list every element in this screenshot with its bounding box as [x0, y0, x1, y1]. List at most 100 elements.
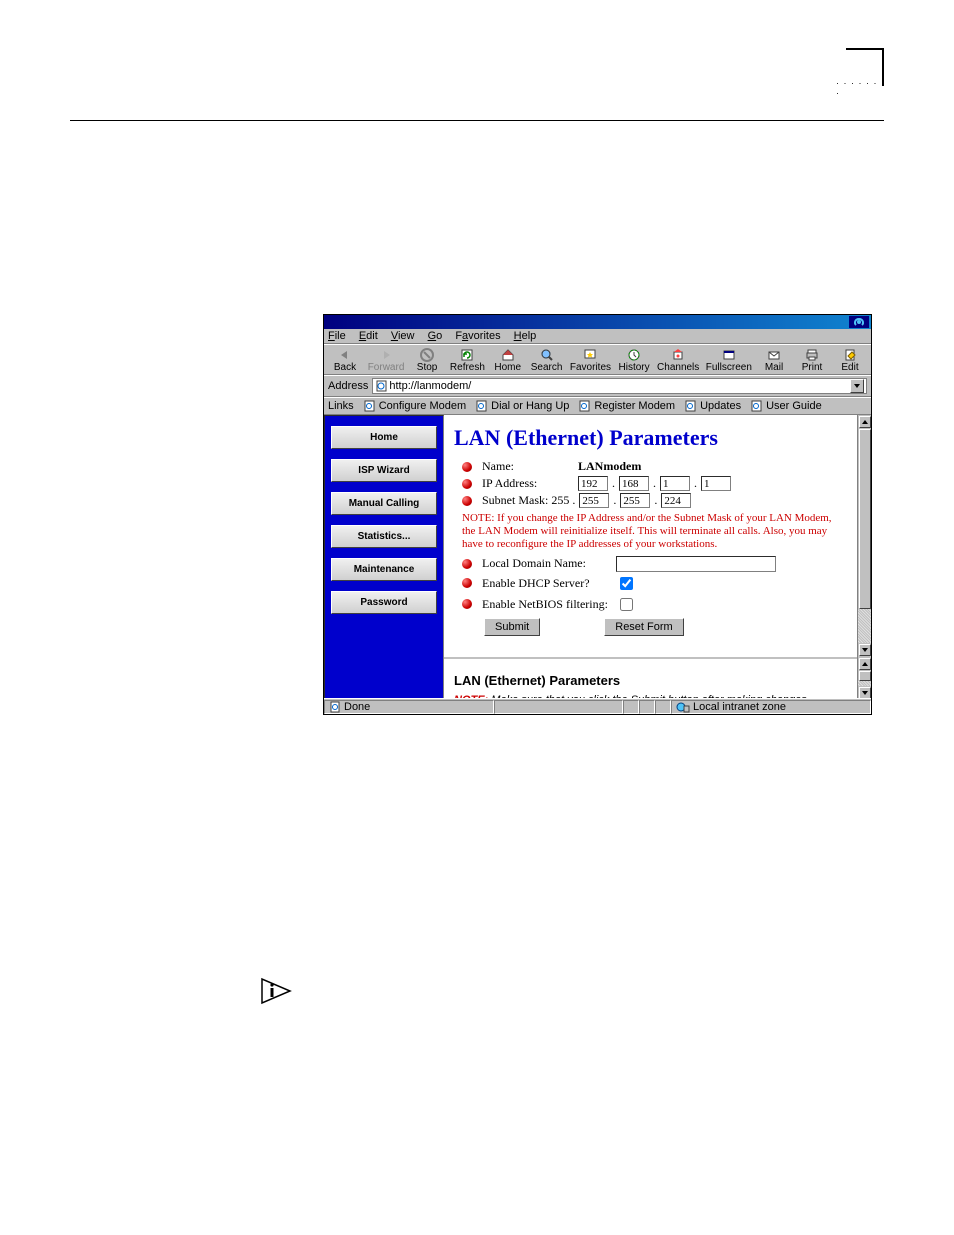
- refresh-icon: [458, 348, 476, 362]
- address-bar: Address http://lanmodem/: [324, 375, 871, 397]
- toolbar-label: Refresh: [450, 362, 485, 373]
- link-dial-hangup[interactable]: Dial or Hang Up: [476, 400, 569, 412]
- link-icon: [751, 400, 763, 412]
- address-combo[interactable]: http://lanmodem/: [372, 378, 867, 394]
- sidebar-item-statistics[interactable]: Statistics...: [331, 525, 437, 548]
- stop-icon: [418, 348, 436, 362]
- link-register-modem[interactable]: Register Modem: [579, 400, 675, 412]
- search-icon: [538, 348, 556, 362]
- menu-file[interactable]: File: [328, 330, 346, 342]
- form-pane: LAN (Ethernet) Parameters Name: LANmodem…: [444, 415, 857, 650]
- subnet-octet-4[interactable]: [661, 493, 691, 508]
- toolbar-label: Back: [334, 362, 356, 373]
- scroll-down-icon[interactable]: [859, 644, 871, 656]
- toolbar-label: Fullscreen: [706, 362, 752, 373]
- domain-label: Local Domain Name:: [482, 556, 612, 571]
- netbios-checkbox[interactable]: [620, 598, 633, 611]
- sidebar-item-isp-wizard[interactable]: ISP Wizard: [331, 459, 437, 482]
- refresh-button[interactable]: Refresh: [446, 346, 489, 374]
- ie-logo-icon: [849, 316, 869, 328]
- scroll-up-icon[interactable]: [859, 416, 871, 428]
- zone-icon: [676, 701, 690, 713]
- history-button[interactable]: History: [614, 346, 653, 374]
- bullet-icon: [462, 559, 472, 569]
- name-label: Name:: [482, 459, 574, 474]
- menubar: File Edit View Go Favorites Help: [324, 329, 871, 344]
- toolbar-label: Forward: [368, 362, 405, 373]
- toolbar-label: Search: [531, 362, 563, 373]
- dhcp-checkbox[interactable]: [620, 577, 633, 590]
- domain-input[interactable]: [616, 556, 776, 572]
- sidebar-item-password[interactable]: Password: [331, 591, 437, 614]
- back-button[interactable]: Back: [326, 346, 364, 374]
- home-button[interactable]: Home: [489, 346, 527, 374]
- forward-button[interactable]: Forward: [364, 346, 408, 374]
- channels-icon: [669, 348, 687, 362]
- bullet-icon: [462, 578, 472, 588]
- dhcp-label: Enable DHCP Server?: [482, 576, 612, 591]
- home-icon: [499, 348, 517, 362]
- netbios-label: Enable NetBIOS filtering:: [482, 597, 612, 612]
- back-arrow-icon: [336, 348, 354, 362]
- subnet-octet-2[interactable]: [579, 493, 609, 508]
- status-bar: Done Local intranet zone: [324, 698, 871, 714]
- print-button[interactable]: Print: [793, 346, 831, 374]
- link-updates[interactable]: Updates: [685, 400, 741, 412]
- menu-help[interactable]: Help: [514, 330, 537, 342]
- toolbar-label: Print: [802, 362, 823, 373]
- toolbar-label: Home: [494, 362, 521, 373]
- scroll-up-icon[interactable]: [859, 658, 871, 670]
- submit-button[interactable]: Submit: [484, 618, 540, 636]
- name-value: LANmodem: [578, 459, 641, 474]
- address-input[interactable]: http://lanmodem/: [389, 380, 850, 392]
- ip-octet-4[interactable]: [701, 476, 731, 491]
- page-corner-decor: · · · · · · ·: [836, 48, 884, 96]
- edit-button[interactable]: Edit: [831, 346, 869, 374]
- stop-button[interactable]: Stop: [408, 346, 446, 374]
- help-pane: LAN (Ethernet) Parameters NOTE: Make sur…: [444, 657, 857, 700]
- toolbar: Back Forward Stop Refresh Home Search: [324, 344, 871, 375]
- dropdown-button[interactable]: [850, 379, 864, 393]
- link-icon: [476, 400, 488, 412]
- menu-view[interactable]: View: [391, 330, 415, 342]
- subnet-octet-3[interactable]: [620, 493, 650, 508]
- status-zone: Local intranet zone: [693, 701, 786, 713]
- toolbar-label: Channels: [657, 362, 699, 373]
- link-icon: [579, 400, 591, 412]
- sidebar: Home ISP Wizard Manual Calling Statistic…: [324, 415, 444, 700]
- menu-edit[interactable]: Edit: [359, 330, 378, 342]
- link-icon: [685, 400, 697, 412]
- info-icon: [260, 975, 296, 1007]
- toolbar-label: Edit: [841, 362, 858, 373]
- scrollbar-bottom[interactable]: [857, 657, 871, 700]
- ip-octet-3[interactable]: [660, 476, 690, 491]
- ip-octet-1[interactable]: [578, 476, 608, 491]
- sidebar-item-manual-calling[interactable]: Manual Calling: [331, 492, 437, 515]
- sidebar-item-home[interactable]: Home: [331, 426, 437, 449]
- sidebar-item-maintenance[interactable]: Maintenance: [331, 558, 437, 581]
- link-user-guide[interactable]: User Guide: [751, 400, 822, 412]
- menu-go[interactable]: Go: [428, 330, 443, 342]
- ip-octet-2[interactable]: [619, 476, 649, 491]
- link-configure-modem[interactable]: Configure Modem: [364, 400, 466, 412]
- scrollbar-top[interactable]: [857, 415, 871, 657]
- toolbar-label: Stop: [417, 362, 438, 373]
- fullscreen-icon: [720, 348, 738, 362]
- toolbar-label: Favorites: [570, 362, 611, 373]
- history-icon: [625, 348, 643, 362]
- address-label: Address: [328, 380, 368, 392]
- mail-button[interactable]: Mail: [755, 346, 793, 374]
- channels-button[interactable]: Channels: [654, 346, 703, 374]
- reset-button[interactable]: Reset Form: [604, 618, 683, 636]
- favorites-button[interactable]: Favorites: [566, 346, 614, 374]
- fullscreen-button[interactable]: Fullscreen: [703, 346, 755, 374]
- search-button[interactable]: Search: [527, 346, 567, 374]
- warning-text: NOTE: If you change the IP Address and/o…: [462, 512, 847, 552]
- menu-favorites[interactable]: Favorites: [455, 330, 500, 342]
- mail-icon: [765, 348, 783, 362]
- toolbar-label: Mail: [765, 362, 783, 373]
- ip-label: IP Address:: [482, 476, 574, 491]
- favorites-icon: [581, 348, 599, 362]
- bullet-icon: [462, 496, 472, 506]
- form-title: LAN (Ethernet) Parameters: [454, 425, 847, 451]
